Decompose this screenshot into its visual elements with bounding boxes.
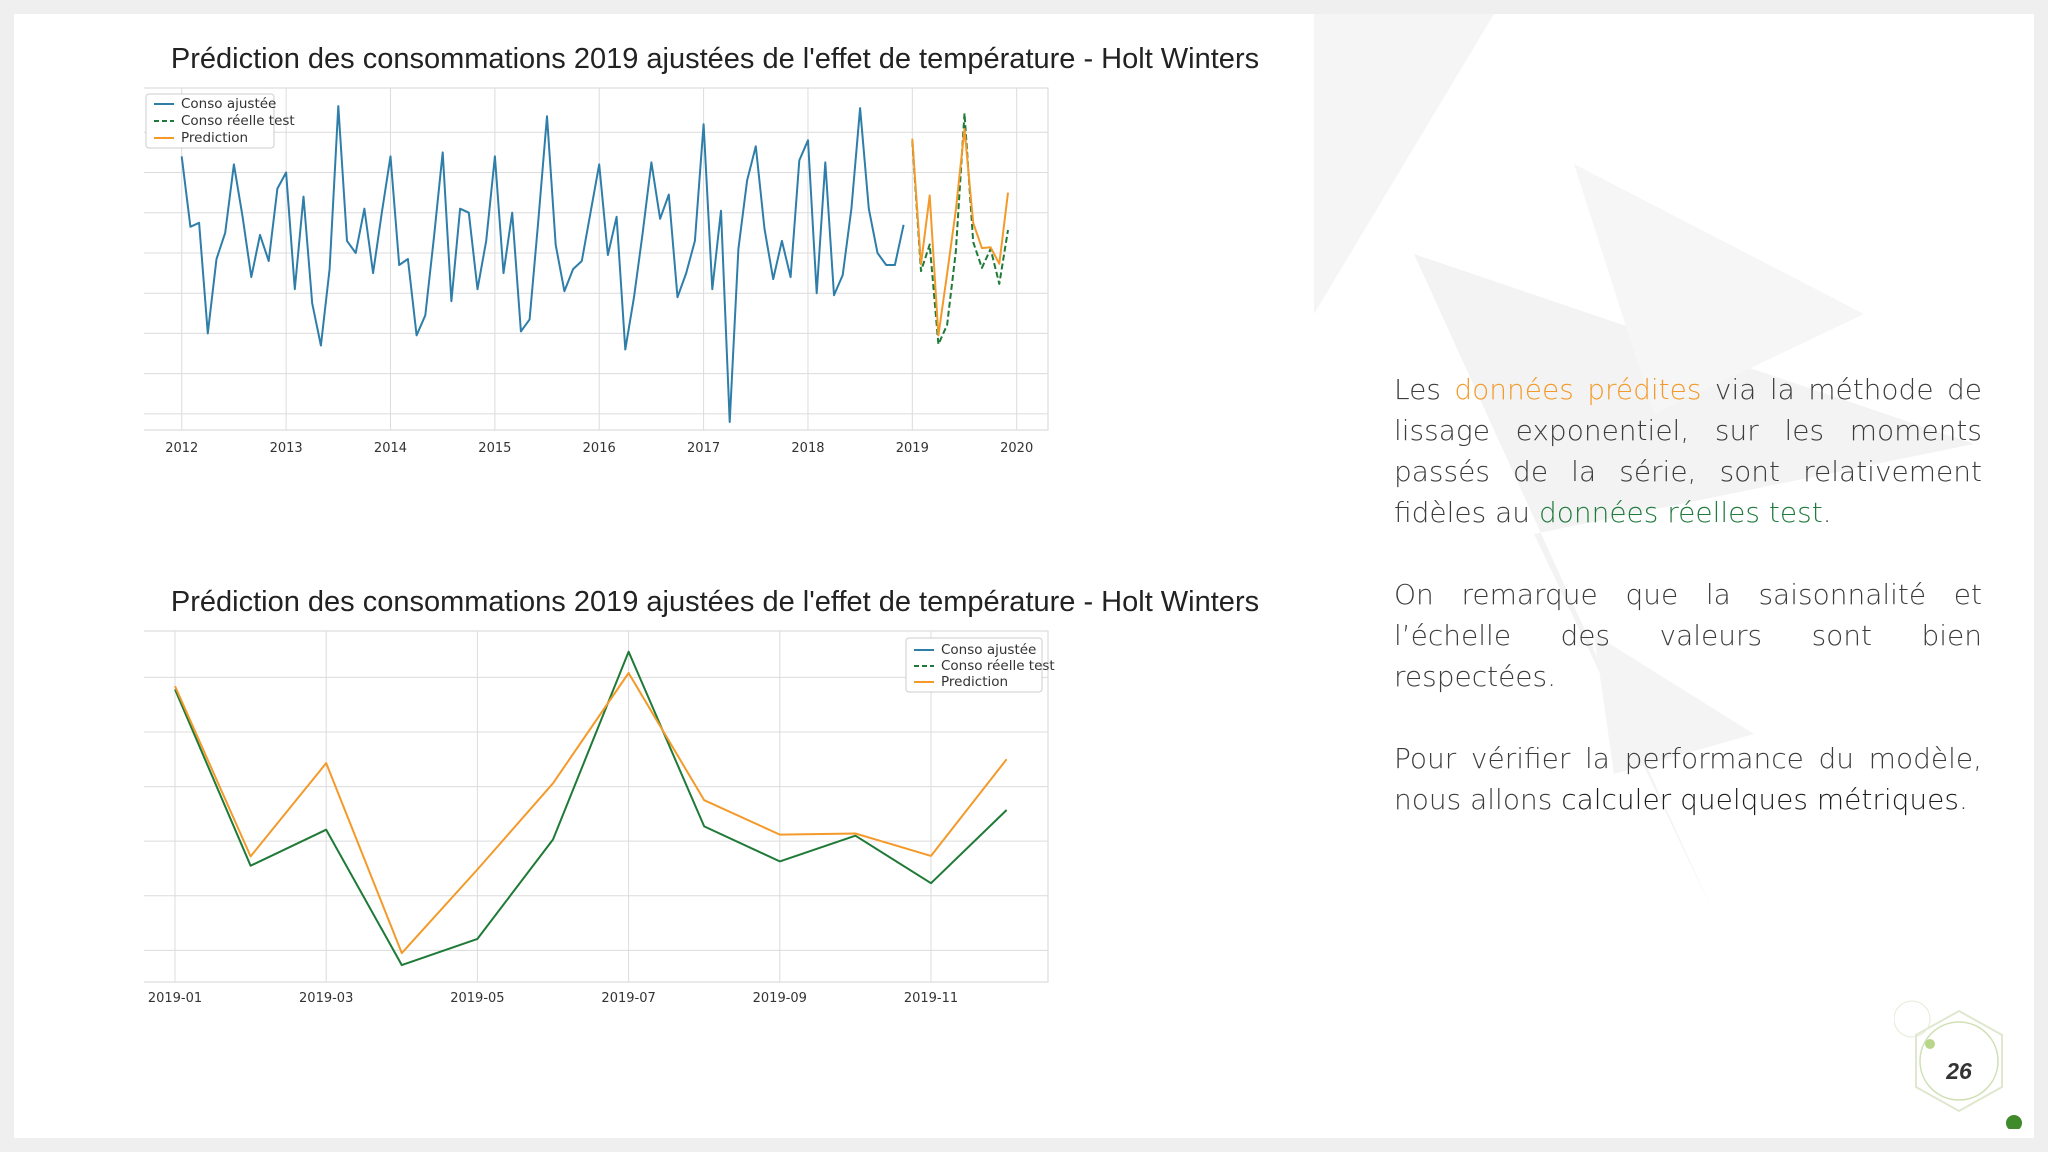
x-tick-label: 2015 [478, 441, 511, 456]
x-tick-label: 2019-03 [299, 991, 353, 1006]
x-tick-label: 2014 [374, 441, 407, 456]
series-line-conso-reelle-test [911, 112, 1009, 346]
highlight-donnees-predites: données prédites [1454, 373, 1702, 406]
text-segment: . [1822, 496, 1832, 529]
chart-bottom-plot-area [144, 630, 1049, 983]
text-segment: . [1958, 783, 1968, 816]
x-tick-label: 2019 [896, 441, 929, 456]
series-line-prediction [911, 128, 1009, 337]
x-tick-label: 2020 [1000, 441, 1033, 456]
page-number: 26 [1946, 1058, 1972, 1084]
highlight-donnees-reelles-test: données réelles test [1538, 496, 1823, 529]
paragraph-1: Les données prédites via la méthode de l… [1394, 369, 1982, 533]
text-segment: via la méthode de lissage exponentiel, s… [1394, 373, 1982, 529]
x-tick-label: 2012 [165, 441, 198, 456]
text-segment: Les [1394, 373, 1455, 406]
highlight-calculer-metriques: calculer quelques métriques [1561, 783, 1959, 816]
chart-bottom-legend-box [905, 637, 1043, 693]
x-tick-label: 2018 [791, 441, 824, 456]
series-line-conso-reelle-test [174, 650, 1008, 967]
paragraph-3: Pour vérifier la performance du modèle, … [1394, 738, 1982, 820]
legend-label-prediction: Prediction [941, 674, 1008, 690]
x-tick-label: 2013 [270, 441, 303, 456]
chart-top-series [180, 105, 1009, 423]
chart-top: Prédiction des consommations 2019 ajusté… [144, 43, 1259, 456]
paragraph-2: On remarque que la saisonnalité et l’éch… [1394, 574, 1982, 697]
series-line-prediction [174, 672, 1008, 955]
legend-label-conso-reelle-test: Conso réelle test [941, 658, 1055, 674]
text-segment: On remarque que la saisonnalité et l’éch… [1394, 578, 1982, 693]
chart-top-title: Prédiction des consommations 2019 ajusté… [171, 43, 1259, 75]
chart-bottom: Prédiction des consommations 2019 ajusté… [144, 586, 1259, 1006]
chart-top-x-ticks: 2012 2013 2014 2015 2016 2017 2018 2019 2020 [165, 441, 1033, 456]
chart-bottom-grid [144, 631, 1048, 982]
background-decoration [1314, 14, 1974, 914]
chart-bottom-x-ticks: 2019-01 2019-03 2019-05 2019-07 2019-09 2019-… [148, 991, 958, 1006]
legend-label-conso-ajustee: Conso ajustée [181, 96, 276, 112]
x-tick-label: 2019-01 [148, 991, 202, 1006]
text-segment: Pour vérifier la performance du modèle, … [1394, 742, 1982, 816]
chart-top-legend-box [145, 93, 275, 149]
page-number-badge [1894, 1000, 2022, 1129]
x-tick-label: 2019-09 [753, 991, 807, 1006]
x-tick-label: 2017 [687, 441, 720, 456]
legend-label-conso-reelle-test: Conso réelle test [181, 113, 295, 129]
slide: Prédiction des consommations 2019 ajusté… [14, 14, 2034, 1138]
commentary-text: Les données prédites via la méthode de l… [1394, 369, 1982, 861]
chart-bottom-title: Prédiction des consommations 2019 ajusté… [171, 586, 1259, 618]
legend-label-prediction: Prediction [181, 130, 248, 146]
chart-bottom-series [174, 650, 1008, 967]
x-tick-label: 2016 [583, 441, 616, 456]
x-tick-label: 2019-05 [450, 991, 504, 1006]
charts: Prédiction des consommations 2019 ajusté… [144, 43, 1259, 1006]
chart-bottom-legend: Conso ajustée Conso réelle test Predicti… [905, 637, 1055, 693]
x-tick-label: 2019-07 [601, 991, 655, 1006]
chart-top-plot-area [144, 87, 1049, 431]
legend-label-conso-ajustee: Conso ajustée [941, 642, 1036, 658]
x-tick-label: 2019-11 [904, 991, 958, 1006]
series-line-conso-ajustee [180, 105, 905, 423]
chart-top-legend: Conso ajustée Conso réelle test Predicti… [145, 93, 295, 149]
